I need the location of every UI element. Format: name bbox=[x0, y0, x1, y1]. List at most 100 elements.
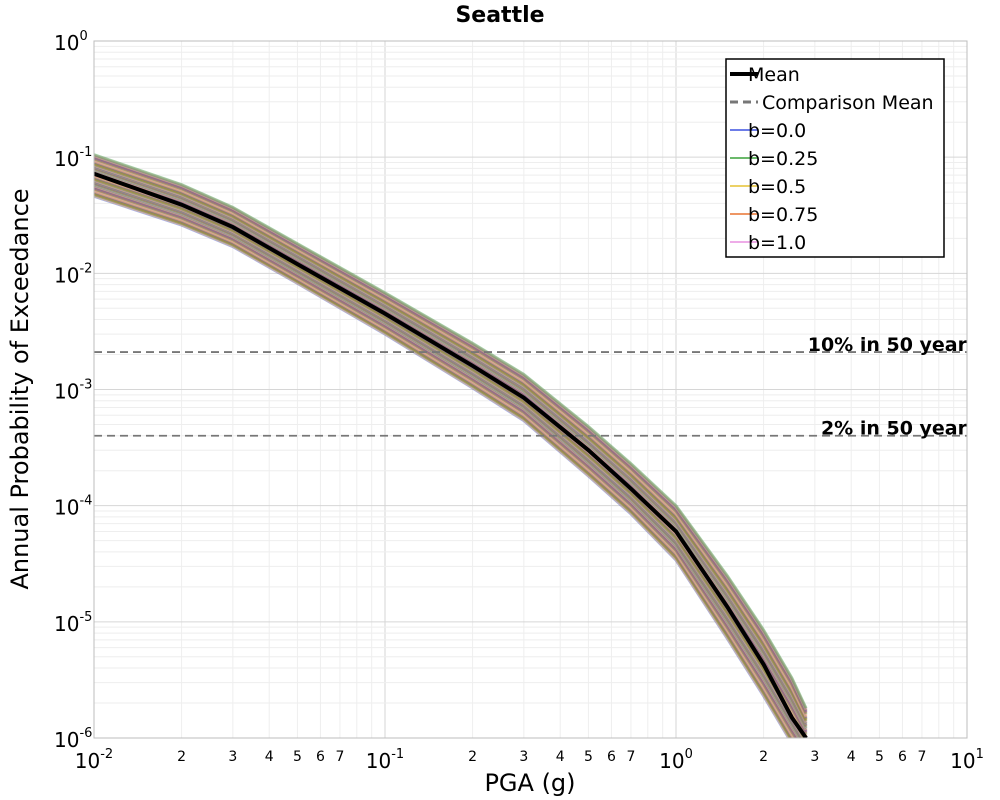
series-band-line bbox=[94, 187, 798, 738]
y-tick-label: 100 bbox=[54, 29, 88, 55]
series-band-line bbox=[94, 166, 808, 727]
series-band-line bbox=[94, 160, 808, 719]
series-band-line bbox=[94, 189, 796, 738]
legend-label: b=1.0 bbox=[748, 232, 806, 254]
x-minor-tick-label: 2 bbox=[759, 749, 768, 765]
series-band-line bbox=[94, 153, 808, 710]
legend-label: Mean bbox=[748, 64, 800, 86]
series-band-line bbox=[94, 185, 800, 738]
series-band-line bbox=[94, 156, 808, 714]
legend-label: b=0.75 bbox=[748, 204, 818, 226]
series-band-line bbox=[94, 182, 802, 738]
series-band-line bbox=[94, 169, 808, 731]
legend-label: Comparison Mean bbox=[762, 92, 934, 114]
y-tick-label: 10-5 bbox=[54, 610, 92, 636]
series-band-line bbox=[94, 180, 804, 738]
series-band-line bbox=[94, 164, 808, 724]
series-band-line bbox=[94, 164, 808, 725]
legend-box bbox=[725, 58, 945, 258]
series-band-line bbox=[94, 182, 803, 738]
x-minor-tick-label: 3 bbox=[519, 749, 528, 765]
series-band-line bbox=[94, 181, 803, 738]
series-band-line bbox=[94, 161, 808, 720]
mean-line bbox=[94, 171, 808, 738]
x-tick-label: 100 bbox=[659, 747, 693, 773]
series-band-line bbox=[94, 185, 800, 738]
series-band-line bbox=[94, 161, 808, 721]
series-band-line bbox=[94, 190, 795, 738]
legend-label: b=0.5 bbox=[748, 176, 806, 198]
x-minor-tick-label: 6 bbox=[898, 749, 907, 765]
series-band-line bbox=[94, 170, 808, 733]
chart-title: Seattle bbox=[455, 3, 544, 28]
series-band-line bbox=[94, 188, 797, 738]
series-band-line bbox=[94, 155, 808, 713]
x-minor-tick-label: 4 bbox=[847, 749, 856, 765]
series-band-line bbox=[94, 162, 808, 722]
series-band-line bbox=[94, 193, 793, 738]
y-axis-ticks: 100 10-1 10-2 10-3 10-4 10-5 10-6 bbox=[54, 29, 92, 752]
series-band-line bbox=[94, 163, 808, 723]
series-band-line bbox=[94, 186, 799, 738]
x-minor-tick-label: 7 bbox=[626, 749, 635, 765]
y-tick-label: 10-2 bbox=[54, 261, 92, 287]
series-band-line bbox=[94, 170, 808, 732]
series-band-line bbox=[94, 159, 808, 718]
x-minor-tick-label: 4 bbox=[556, 749, 565, 765]
legend-label: b=0.0 bbox=[748, 120, 806, 142]
series-band-line bbox=[94, 158, 808, 717]
x-minor-tick-label: 2 bbox=[177, 749, 186, 765]
series-band-line bbox=[94, 165, 808, 726]
x-minor-tick-label: 2 bbox=[468, 749, 477, 765]
x-minor-tick-label: 7 bbox=[917, 749, 926, 765]
series-band-line bbox=[94, 191, 794, 738]
reference-label: 10% in 50 year bbox=[808, 334, 968, 356]
x-minor-tick-label: 4 bbox=[265, 749, 274, 765]
x-tick-label: 101 bbox=[950, 747, 984, 773]
legend: Mean Comparison Mean b=0.0 b=0.25 b=0.5 b=0.7… bbox=[725, 58, 945, 258]
series-band-line bbox=[94, 181, 804, 738]
series-band-line bbox=[94, 162, 808, 722]
series-band-line bbox=[94, 194, 791, 738]
grid bbox=[93, 41, 967, 739]
series-band-line bbox=[94, 168, 808, 730]
series-band-line bbox=[94, 165, 808, 726]
y-tick-label: 10-3 bbox=[54, 378, 92, 404]
series-band-line bbox=[94, 193, 792, 738]
y-tick-label: 10-1 bbox=[54, 145, 92, 171]
series-band-line bbox=[94, 187, 799, 738]
x-tick-label: 10-2 bbox=[75, 747, 113, 773]
reference-lines: 10% in 50 year 2% in 50 year bbox=[94, 334, 968, 440]
series-band-line bbox=[94, 177, 807, 738]
x-axis-label: PGA (g) bbox=[484, 769, 575, 797]
series-band-line bbox=[94, 178, 806, 738]
series-band-line bbox=[94, 192, 793, 738]
series-band-line bbox=[94, 155, 808, 712]
series-band-line bbox=[94, 190, 796, 738]
mean-line-group bbox=[94, 171, 808, 738]
x-minor-tick-label: 5 bbox=[875, 749, 884, 765]
series-band-line bbox=[94, 158, 808, 716]
series-band-line bbox=[94, 177, 806, 738]
x-minor-tick-label: 7 bbox=[335, 749, 344, 765]
x-tick-label: 10-1 bbox=[366, 747, 404, 773]
y-tick-label: 10-4 bbox=[54, 494, 92, 520]
x-minor-tick-label: 3 bbox=[228, 749, 237, 765]
x-minor-tick-label: 5 bbox=[293, 749, 302, 765]
series-band-line bbox=[94, 159, 808, 718]
plot-frame bbox=[93, 40, 968, 739]
series-band-line bbox=[94, 179, 805, 738]
series-band-line bbox=[94, 153, 808, 709]
series-band-line bbox=[94, 191, 794, 738]
series-band-line bbox=[94, 171, 808, 734]
series-band-line bbox=[94, 168, 808, 730]
reference-label: 2% in 50 year bbox=[821, 418, 968, 440]
series-band-line bbox=[94, 157, 808, 715]
series-band-line bbox=[94, 179, 805, 738]
series-band-line bbox=[94, 154, 808, 711]
x-minor-tick-label: 6 bbox=[607, 749, 616, 765]
y-tick-label: 10-6 bbox=[54, 726, 92, 752]
series-band-line bbox=[94, 156, 808, 714]
